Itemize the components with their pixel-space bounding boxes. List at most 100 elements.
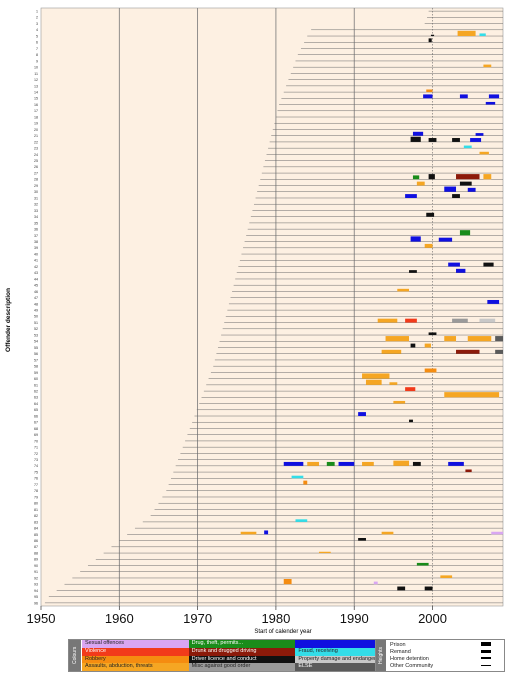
offence-event — [459, 181, 472, 186]
offender-label: 41 — [34, 259, 38, 263]
height-legend-item: Remand — [390, 649, 411, 655]
offence-event — [495, 349, 503, 354]
sentence-height-legend: Heights Prison Remand Home detention Other … — [375, 639, 505, 672]
offender-label: 50 — [34, 315, 38, 319]
height-legend-item: Other Community — [390, 663, 434, 669]
legend-item: Fraud, receiving — [295, 647, 402, 656]
offence-event — [240, 531, 257, 535]
offence-event — [426, 89, 433, 93]
legend-item: Drunk and drugged driving — [188, 647, 296, 656]
offender-label: 6 — [36, 41, 38, 45]
offender-label: 35 — [34, 221, 38, 225]
offender-label: 13 — [34, 84, 38, 88]
x-tick-label: 2000 — [418, 611, 447, 626]
offender-label: 74 — [34, 464, 38, 468]
offence-event — [410, 136, 421, 142]
offence-event — [397, 586, 406, 591]
offender-label: 77 — [34, 483, 38, 487]
offender-label: 96 — [34, 601, 38, 605]
offence-event — [440, 575, 453, 578]
offender-label: 46 — [34, 290, 38, 294]
offender-label: 85 — [34, 533, 38, 537]
height-legend-item: Prison — [390, 642, 406, 648]
offender-label: 37 — [34, 234, 38, 238]
offender-label: 9 — [36, 59, 38, 63]
offence-event — [475, 133, 484, 136]
offence-event — [412, 131, 424, 136]
offender-label: 53 — [34, 333, 38, 337]
offence-event — [424, 343, 431, 348]
offence-event — [412, 175, 420, 180]
offender-label: 22 — [34, 140, 38, 144]
offender-label: 40 — [34, 252, 38, 256]
offender-label: 47 — [34, 296, 38, 300]
offender-label: 64 — [34, 402, 38, 406]
x-axis-label: Start of calender year — [254, 629, 311, 635]
offence-event — [467, 187, 476, 192]
offender-label: 29 — [34, 184, 38, 188]
offender-label: 73 — [34, 458, 38, 462]
offender-label: 70 — [34, 439, 38, 443]
offence-event — [426, 212, 435, 217]
offender-label: 69 — [34, 433, 38, 437]
offence-event — [483, 174, 492, 180]
offence-event — [428, 138, 437, 142]
x-tick-label: 1970 — [183, 611, 212, 626]
legend-title-heights: Heights — [376, 640, 386, 671]
offender-label: 71 — [34, 446, 38, 450]
offence-event — [291, 475, 304, 479]
offender-label: 90 — [34, 564, 38, 568]
offender-label: 17 — [34, 109, 38, 113]
legend-item: Robbery — [82, 655, 189, 664]
offender-label: 43 — [34, 271, 38, 275]
offender-label: 60 — [34, 377, 38, 381]
offender-label: 8 — [36, 53, 38, 57]
legend-item: ELSE — [295, 663, 402, 671]
offender-label: 82 — [34, 514, 38, 518]
offender-label: 84 — [34, 527, 38, 531]
offender-label: 5 — [36, 34, 38, 38]
offence-event — [424, 586, 433, 591]
offender-label: 36 — [34, 228, 38, 232]
offence-event — [463, 145, 472, 149]
offence-event — [397, 288, 410, 292]
offender-label: 3 — [36, 22, 38, 26]
offender-label: 7 — [36, 47, 38, 51]
offender-label: 58 — [34, 365, 38, 369]
offence-event — [456, 174, 480, 180]
offence-event — [326, 461, 335, 466]
offence-event — [338, 461, 355, 466]
offender-label: 48 — [34, 302, 38, 306]
offence-event — [393, 460, 410, 466]
offence-event — [430, 34, 435, 37]
offender-label: 83 — [34, 520, 38, 524]
offence-event — [381, 349, 402, 354]
offender-label: 67 — [34, 421, 38, 425]
offence-event — [452, 194, 460, 198]
offence-event — [373, 581, 378, 585]
offence-event — [405, 318, 417, 323]
offender-label: 57 — [34, 358, 38, 362]
x-tick-label: 1990 — [340, 611, 369, 626]
offence-event — [410, 343, 416, 348]
offence-event — [303, 480, 308, 485]
offender-label: 26 — [34, 165, 38, 169]
offender-label: 14 — [34, 90, 38, 94]
offender-label: 19 — [34, 122, 38, 126]
offender-label: 94 — [34, 589, 38, 593]
x-tick-label: 1950 — [27, 611, 56, 626]
offence-event — [405, 194, 417, 198]
offender-label: 95 — [34, 595, 38, 599]
offence-event — [412, 461, 421, 466]
offender-label: 30 — [34, 190, 38, 194]
offence-event — [264, 530, 269, 535]
height-legend-item: Home detention — [390, 656, 429, 662]
offender-label: 62 — [34, 389, 38, 393]
x-tick-label: 1980 — [261, 611, 290, 626]
offender-label: 86 — [34, 539, 38, 543]
offence-event — [381, 531, 394, 535]
offender-label: 11 — [34, 72, 38, 76]
offence-event — [491, 531, 503, 535]
offender-label: 61 — [34, 383, 38, 387]
